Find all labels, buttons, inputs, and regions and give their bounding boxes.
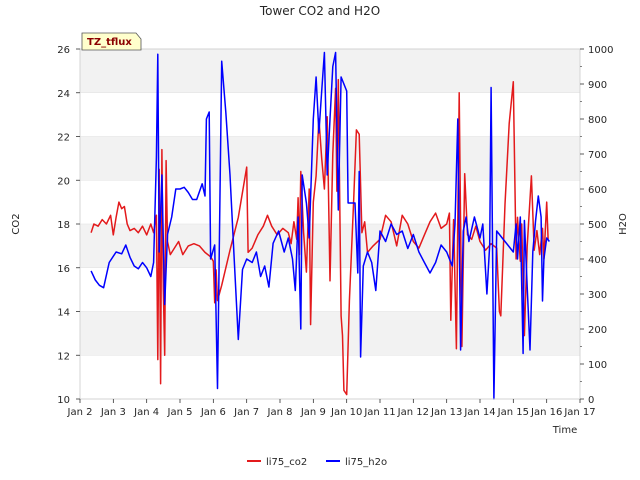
x-tick-label: Jan 2 bbox=[67, 407, 93, 418]
badge-label: TZ_tflux bbox=[87, 37, 132, 48]
x-axis-ticks: Jan 2 Jan 3 Jan 4 Jan 5 Jan 6 Jan 7 Jan 8 Jan 9… bbox=[67, 399, 596, 418]
y-right-tick-label: 0 bbox=[588, 395, 594, 406]
y-left-tick-label: 22 bbox=[57, 133, 70, 144]
badge-box bbox=[81, 32, 142, 51]
y-left-tick-label: 10 bbox=[57, 395, 70, 406]
series-layer bbox=[90, 51, 550, 400]
y-left-axis-title: CO2 bbox=[11, 213, 22, 234]
chart-title: Tower CO2 and H2O bbox=[259, 4, 380, 18]
y-left-axis-ticks: 10 12 14 16 18 20 22 24 26 bbox=[57, 45, 80, 406]
legend-label-h2o: li75_h2o bbox=[345, 457, 387, 468]
grid-band bbox=[80, 136, 580, 181]
x-tick-label: Jan 4 bbox=[133, 407, 159, 418]
y-left-tick-label: 16 bbox=[57, 264, 70, 275]
legend-label-co2: li75_co2 bbox=[266, 457, 307, 468]
x-tick-label: Jan 5 bbox=[167, 407, 193, 418]
tz-badge: TZ_tflux bbox=[81, 32, 142, 51]
y-left-tick-label: 20 bbox=[57, 176, 70, 187]
grid-band bbox=[80, 49, 580, 93]
y-left-tick-label: 26 bbox=[57, 45, 70, 56]
x-tick-label: Jan 15 bbox=[497, 407, 529, 418]
x-tick-label: Jan 3 bbox=[100, 407, 126, 418]
x-tick-label: Jan 12 bbox=[397, 407, 429, 418]
y-left-tick-label: 14 bbox=[57, 308, 70, 319]
x-tick-label: Jan 6 bbox=[200, 407, 226, 418]
y-left-tick-label: 12 bbox=[57, 351, 70, 362]
x-tick-label: Jan 9 bbox=[300, 407, 326, 418]
y-right-tick-label: 900 bbox=[588, 80, 607, 91]
x-tick-label: Jan 13 bbox=[430, 407, 462, 418]
y-left-tick-label: 24 bbox=[57, 89, 70, 100]
x-tick-label: Jan 14 bbox=[463, 407, 495, 418]
x-tick-label: Jan 16 bbox=[530, 407, 562, 418]
x-tick-label: Jan 10 bbox=[330, 407, 362, 418]
y-right-tick-label: 100 bbox=[588, 360, 607, 371]
y-right-axis-ticks: 0 100 200 300 400 500 600 700 800 900 1000 bbox=[580, 45, 613, 406]
grid-band bbox=[80, 355, 580, 399]
y-right-tick-label: 200 bbox=[588, 325, 607, 336]
x-tick-label: Jan 8 bbox=[267, 407, 293, 418]
y-right-tick-label: 300 bbox=[588, 290, 607, 301]
y-right-tick-label: 500 bbox=[588, 220, 607, 231]
y-right-tick-label: 800 bbox=[588, 115, 607, 126]
x-tick-label: Jan 17 bbox=[563, 407, 595, 418]
y-right-tick-label: 400 bbox=[588, 255, 607, 266]
grid-band bbox=[80, 311, 580, 356]
y-right-tick-label: 1000 bbox=[588, 45, 613, 56]
series-line-li75_h2o bbox=[90, 51, 550, 400]
x-axis-title: Time bbox=[552, 425, 577, 436]
x-tick-label: Jan 11 bbox=[363, 407, 395, 418]
legend: li75_co2 li75_h2o bbox=[247, 457, 387, 468]
y-left-tick-label: 18 bbox=[57, 220, 70, 231]
y-right-tick-label: 600 bbox=[588, 185, 607, 196]
y-right-tick-label: 700 bbox=[588, 150, 607, 161]
x-tick-label: Jan 7 bbox=[233, 407, 259, 418]
y-right-axis-title: H2O bbox=[618, 213, 629, 235]
